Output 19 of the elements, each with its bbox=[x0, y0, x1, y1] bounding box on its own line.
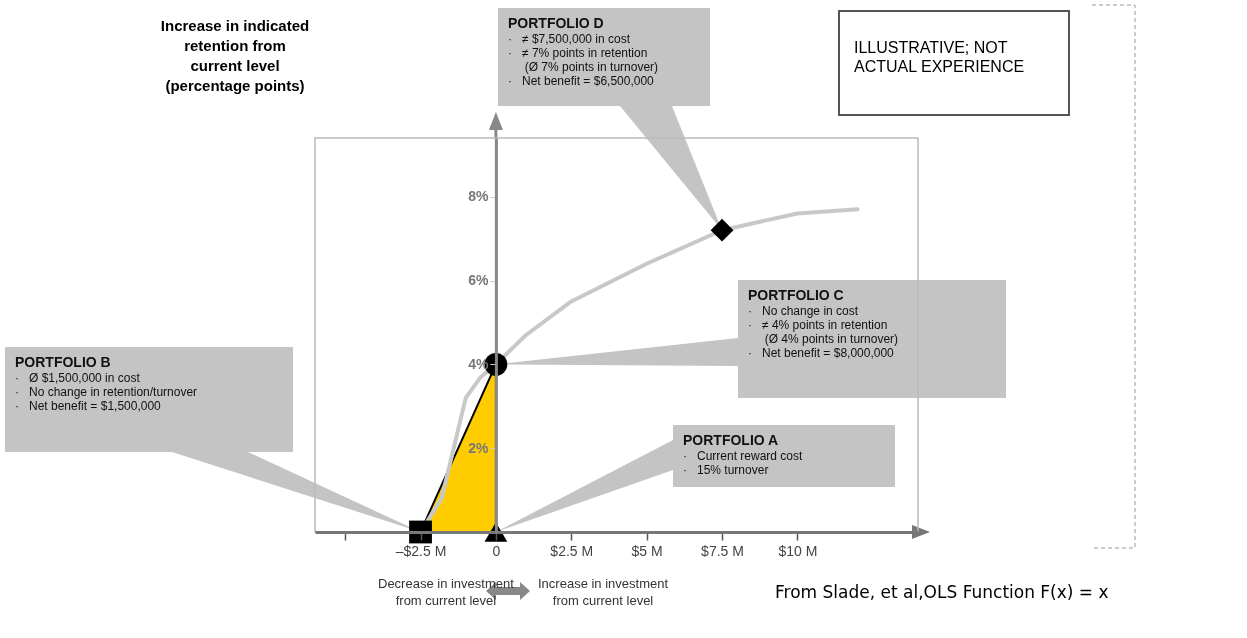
text: Increase in investment from current level bbox=[538, 576, 669, 608]
y-axis-title: Increase in indicated retention from current level (percentage points) bbox=[160, 17, 310, 94]
x-tick-label: $7.5 M bbox=[701, 542, 744, 559]
text: From Slade, et al,OLS Function F(x) = x bbox=[775, 582, 1109, 602]
annotation: PORTFOLIO A · Current reward cost · 15% turnover bbox=[683, 432, 803, 477]
x-tick-label: $2.5 M bbox=[550, 542, 594, 559]
y-tick-label: 8% bbox=[468, 188, 489, 205]
text: Decrease in investment from current level bbox=[378, 576, 514, 608]
x-tick-label: $5 M bbox=[631, 542, 663, 559]
text: PORTFOLIO B · Ø $1,500,000 in cost · No change in retention/turnover · Net benefit = $1,500,000 bbox=[15, 354, 198, 413]
text: PORTFOLIO D · ≠ $7,500,000 in cost · ≠ 7% points in retention (Ø 7% points in turnover) · Net benefit = $6,500,000 bbox=[508, 15, 659, 88]
text: ILLUSTRATIVE; NOT ACTUAL EXPERIENCE bbox=[854, 39, 1025, 75]
x-tick-label: 0 bbox=[492, 542, 501, 559]
y-tick-label: 6% bbox=[468, 272, 489, 289]
annotation: PORTFOLIO C · No change in cost · ≠ 4% points in retention (Ø 4% points in turnover) · Net benefit = $8,000,000 bbox=[748, 287, 899, 360]
y-tick-label: 2% bbox=[468, 439, 489, 456]
x-tick-label: $10 M bbox=[778, 542, 818, 559]
x-tick-label: –$2.5 M bbox=[395, 542, 447, 559]
point bbox=[710, 218, 734, 242]
